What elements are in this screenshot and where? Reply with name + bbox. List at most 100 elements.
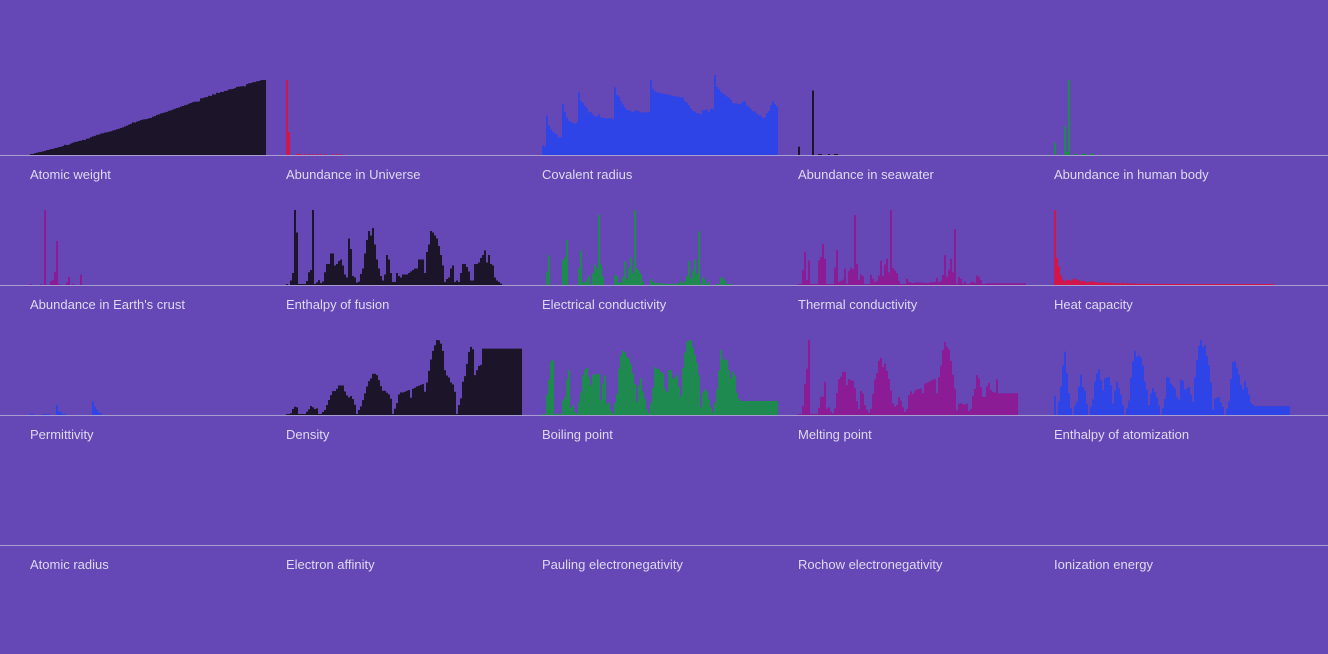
bar <box>50 149 52 155</box>
bar <box>882 367 884 415</box>
bar <box>838 379 840 415</box>
bar <box>204 97 206 155</box>
bar <box>362 400 364 415</box>
bar <box>756 400 758 415</box>
bar <box>396 273 398 285</box>
bar <box>454 282 456 285</box>
bar <box>994 392 996 415</box>
bar <box>236 86 238 155</box>
bar <box>1242 389 1244 415</box>
bar <box>692 347 694 415</box>
bar <box>698 113 700 155</box>
bar <box>32 153 34 155</box>
bar <box>728 284 730 285</box>
bar <box>954 229 956 285</box>
bar <box>302 414 304 415</box>
bar <box>710 108 712 155</box>
bar <box>876 280 878 285</box>
bar <box>722 278 724 285</box>
bar <box>848 379 850 415</box>
bar <box>288 414 290 415</box>
bar <box>1164 283 1166 285</box>
bar <box>346 395 348 415</box>
bar <box>930 380 932 415</box>
bar <box>750 400 752 415</box>
bar <box>798 146 800 155</box>
bar <box>176 108 178 155</box>
bar <box>624 261 626 285</box>
bar <box>906 278 908 285</box>
bar <box>894 270 896 285</box>
bar <box>894 406 896 415</box>
chart-title: Pauling electronegativity <box>542 557 683 572</box>
bar <box>856 264 858 285</box>
chart-row: Atomic weight Abundance in Universe Cova… <box>0 75 1328 210</box>
bar <box>1114 390 1116 415</box>
bar <box>680 97 682 155</box>
bar <box>1092 399 1094 415</box>
bar <box>310 406 312 415</box>
bar <box>816 284 818 285</box>
bar <box>496 348 498 415</box>
bar <box>344 274 346 285</box>
bar <box>724 94 726 155</box>
bar <box>66 282 68 285</box>
bar <box>564 257 566 285</box>
bar <box>962 404 964 415</box>
bar <box>152 116 154 155</box>
bar <box>300 414 302 415</box>
bar <box>548 379 550 415</box>
bar <box>858 279 860 285</box>
bar <box>1280 406 1282 415</box>
bar <box>820 154 822 155</box>
bar <box>690 108 692 155</box>
bar <box>890 390 892 415</box>
bar <box>1072 279 1074 285</box>
bar <box>578 92 580 155</box>
bar <box>770 105 772 155</box>
bar <box>820 257 822 285</box>
bar <box>704 279 706 285</box>
bar <box>1154 391 1156 415</box>
bar <box>776 106 778 155</box>
bar <box>292 273 294 285</box>
bar <box>1134 283 1136 285</box>
bar <box>158 114 160 155</box>
bar <box>1258 406 1260 415</box>
bar <box>520 348 522 415</box>
bar <box>1236 284 1238 285</box>
chart-title: Density <box>286 427 330 442</box>
bar <box>168 110 170 155</box>
bar <box>1132 283 1134 285</box>
bar <box>1192 284 1194 285</box>
bar <box>52 148 54 155</box>
bar <box>494 348 496 415</box>
bar <box>850 267 852 285</box>
bar <box>306 411 308 415</box>
bar <box>986 283 988 285</box>
bar <box>560 414 562 415</box>
bar <box>694 260 696 285</box>
bar <box>620 355 622 415</box>
bar <box>934 282 936 285</box>
bar <box>978 378 980 415</box>
bar <box>302 284 304 285</box>
bar <box>1074 278 1076 285</box>
bar <box>650 80 652 155</box>
bar <box>710 407 712 415</box>
bar <box>638 270 640 285</box>
bar <box>628 110 630 155</box>
bar <box>622 277 624 285</box>
bar <box>1272 284 1274 285</box>
bar <box>1122 405 1124 415</box>
bar <box>688 340 690 415</box>
chart-title: Atomic radius <box>30 557 109 572</box>
bar <box>516 348 518 415</box>
bar <box>1092 281 1094 285</box>
bar <box>868 412 870 415</box>
bar <box>344 391 346 415</box>
bar <box>424 273 426 285</box>
bar <box>690 278 692 285</box>
bar <box>836 154 838 155</box>
bar <box>384 390 386 415</box>
